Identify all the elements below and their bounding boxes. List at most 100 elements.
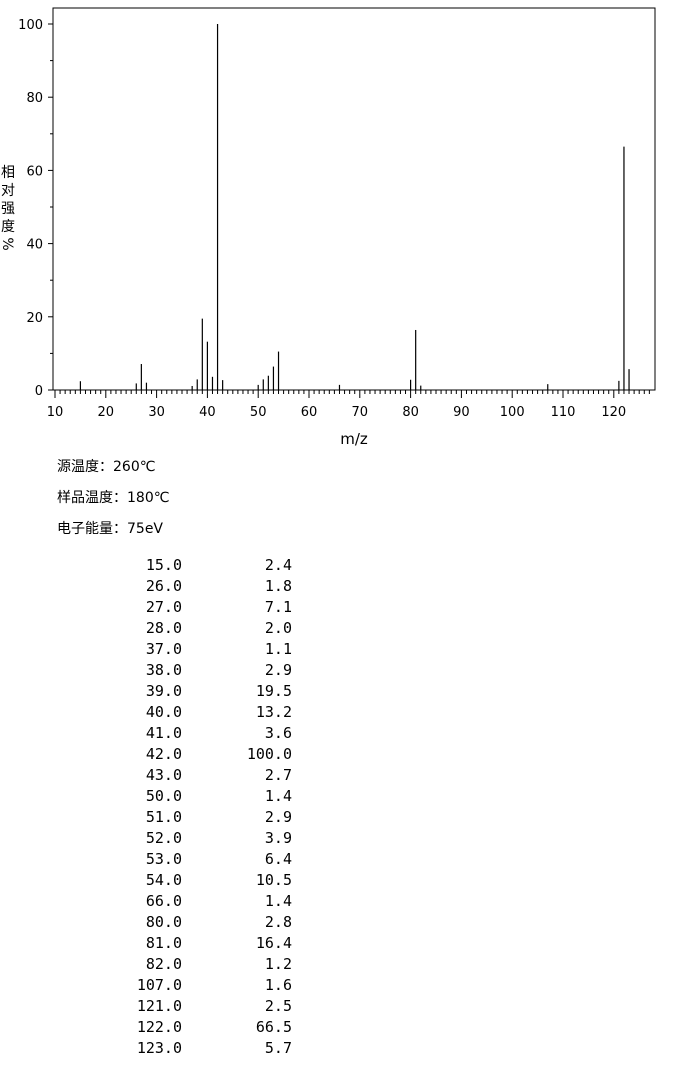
x-tick-label: 110 [551, 405, 576, 420]
peak-intensity-value: 1.2 [264, 955, 292, 973]
y-axis-title-char: 相 [1, 165, 15, 181]
peak-table-row: 50.0 1.4 [100, 786, 300, 807]
peak-intensity-value: 16.4 [255, 934, 292, 952]
peak-table-row: 82.0 1.2 [100, 954, 300, 975]
peak-intensity-value: 2.8 [264, 913, 292, 931]
peak-table-row: 42.0 100.0 [100, 744, 300, 765]
peak-intensity-value: 7.1 [264, 598, 292, 616]
peak-mz-value: 107.0 [136, 976, 182, 994]
peak-table-row: 53.0 6.4 [100, 849, 300, 870]
peak-intensity-value: 1.4 [264, 892, 292, 910]
x-tick-label: 50 [250, 405, 267, 420]
peak-intensity-value: 3.9 [264, 829, 292, 847]
mass-spectrum-chart: 0 20 40 60 80 100 10 20 30 40 50 60 70 80 90 100 110 120… [0, 7, 656, 448]
peak-mz-value: 40.0 [145, 703, 182, 721]
sample-temperature: 样品温度：180℃ [57, 490, 170, 506]
peak-mz-value: 27.0 [145, 598, 182, 616]
peak-mz-value: 122.0 [136, 1018, 182, 1036]
peak-table-row: 37.0 1.1 [100, 639, 300, 660]
peak-intensity-value: 66.5 [255, 1018, 292, 1036]
peak-intensity-value: 1.8 [264, 577, 292, 595]
peak-mz-value: 80.0 [145, 913, 182, 931]
peak-mz-value: 66.0 [145, 892, 182, 910]
x-tick-label: 90 [453, 405, 470, 420]
x-tick-label: 100 [500, 405, 525, 420]
peak-table-row: 123.0 5.7 [100, 1038, 300, 1059]
peak-mz-value: 41.0 [145, 724, 182, 742]
electron-energy: 电子能量：75eV [57, 521, 164, 537]
peak-table-row: 43.0 2.7 [100, 765, 300, 786]
y-tick-label: 20 [26, 311, 43, 326]
peak-intensity-value: 1.4 [264, 787, 292, 805]
x-axis-ticks: 10 20 30 40 50 60 70 80 90 100 110 120 [47, 390, 626, 420]
peak-mz-value: 81.0 [145, 934, 182, 952]
x-tick-label: 40 [199, 405, 216, 420]
plot-frame [52, 7, 656, 391]
peak-table-row: 51.0 2.9 [100, 807, 300, 828]
y-tick-label: 80 [26, 91, 43, 106]
peak-intensity-value: 2.4 [264, 556, 292, 574]
source-temperature: 源温度：260℃ [57, 459, 156, 475]
peak-intensity-value: 6.4 [264, 850, 292, 868]
peak-intensity-value: 13.2 [255, 703, 292, 721]
y-axis-title-char: 强 [1, 201, 15, 217]
peak-table-row: 27.0 7.1 [100, 597, 300, 618]
peak-intensity-value: 19.5 [255, 682, 292, 700]
spectrum-peaks [79, 24, 630, 390]
peak-table-row: 40.0 13.2 [100, 702, 300, 723]
peak-mz-value: 38.0 [145, 661, 182, 679]
peak-table-row: 26.0 1.8 [100, 576, 300, 597]
peak-table-row: 121.0 2.5 [100, 996, 300, 1017]
peak-table-row: 122.0 66.5 [100, 1017, 300, 1038]
x-axis-title: m/z [340, 430, 368, 448]
peak-table-row: 81.0 16.4 [100, 933, 300, 954]
peak-mz-value: 39.0 [145, 682, 182, 700]
peak-table-row: 39.0 19.5 [100, 681, 300, 702]
peak-intensity-value: 5.7 [264, 1039, 292, 1057]
peak-intensity-value: 2.0 [264, 619, 292, 637]
peak-mz-value: 123.0 [136, 1039, 182, 1057]
peak-intensity-value: 1.6 [264, 976, 292, 994]
peak-intensity-value: 2.7 [264, 766, 292, 784]
peak-mz-value: 26.0 [145, 577, 182, 595]
peak-table-row: 38.0 2.9 [100, 660, 300, 681]
peak-table-row: 52.0 3.9 [100, 828, 300, 849]
peak-mz-value: 42.0 [145, 745, 182, 763]
peak-mz-value: 43.0 [145, 766, 182, 784]
y-tick-label: 100 [18, 18, 43, 33]
x-tick-label: 20 [98, 405, 115, 420]
peak-mz-value: 121.0 [136, 997, 182, 1015]
peak-mz-value: 28.0 [145, 619, 182, 637]
x-tick-label: 70 [352, 405, 369, 420]
peak-intensity-value: 1.1 [264, 640, 292, 658]
y-tick-label: 40 [26, 238, 43, 253]
peak-table-row: 28.0 2.0 [100, 618, 300, 639]
y-tick-label: 60 [26, 164, 43, 179]
x-tick-label: 30 [148, 405, 165, 420]
peak-table-row: 41.0 3.6 [100, 723, 300, 744]
peak-table-row: 107.0 1.6 [100, 975, 300, 996]
peak-mz-value: 50.0 [145, 787, 182, 805]
peak-mz-value: 37.0 [145, 640, 182, 658]
peak-mz-value: 82.0 [145, 955, 182, 973]
x-tick-label: 120 [601, 405, 626, 420]
x-tick-label: 10 [47, 405, 64, 420]
peak-mz-value: 54.0 [145, 871, 182, 889]
peak-intensity-value: 2.5 [264, 997, 292, 1015]
peak-table-row: 15.0 2.4 [100, 555, 300, 576]
x-tick-label: 80 [402, 405, 419, 420]
peak-intensity-value: 2.9 [264, 808, 292, 826]
peak-table-row: 80.0 2.8 [100, 912, 300, 933]
y-tick-label: 0 [35, 384, 43, 399]
y-axis-title-char: 度 [1, 219, 15, 235]
peak-mz-value: 15.0 [145, 556, 182, 574]
peak-intensity-value: 10.5 [255, 871, 292, 889]
peak-intensity-value: 100.0 [246, 745, 292, 763]
peak-mz-value: 51.0 [145, 808, 182, 826]
x-axis-minor-ticks [59, 390, 650, 394]
y-axis-ticks: 0 20 40 60 80 100 [18, 18, 53, 399]
peak-mz-value: 52.0 [145, 829, 182, 847]
y-axis-title-char: % [0, 237, 15, 250]
peak-table: 15.0 2.4 26.0 1.8 27.0 7.1 28.0 2.0 37.0 1.1 38.0 2… [100, 555, 300, 1059]
